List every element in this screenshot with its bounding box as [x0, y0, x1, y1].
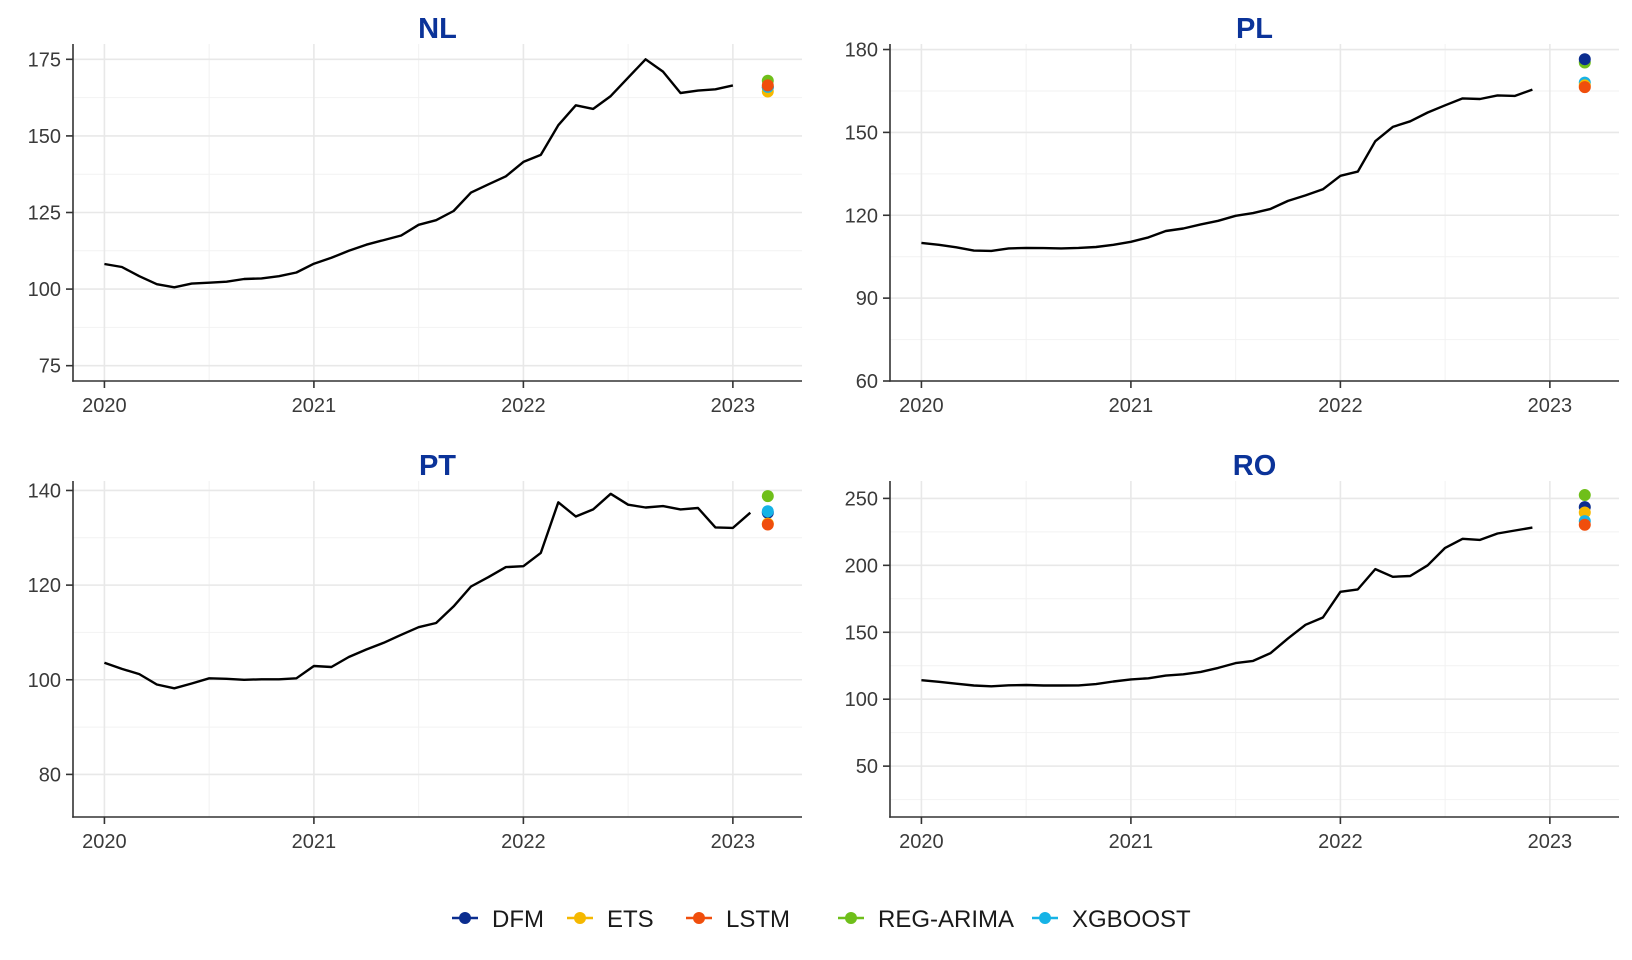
- observed-series-line: [104, 58, 734, 289]
- x-tick-label: 2021: [1109, 831, 1154, 853]
- y-tick-label: 100: [28, 279, 61, 301]
- forecast-point-reg-arima: [761, 490, 774, 503]
- legend-item-xgboost: XGBOOST: [1032, 906, 1191, 933]
- y-tick-label: 150: [28, 126, 61, 148]
- y-tick-label: 80: [39, 764, 61, 786]
- panel-nl: 75 100 125 150 175 2020 2021 2022 2023 NL: [28, 13, 802, 417]
- forecast-point-lstm: [1578, 518, 1591, 531]
- x-tick-label: 2020: [899, 831, 944, 853]
- forecast-point-lstm: [761, 79, 774, 92]
- y-tick-label: 120: [28, 575, 61, 597]
- legend-key-point: [845, 912, 857, 924]
- legend-label: XGBOOST: [1072, 906, 1191, 933]
- forecast-point-lstm: [1578, 81, 1591, 94]
- x-tick-label: 2023: [711, 831, 756, 853]
- y-tick-label: 140: [28, 480, 61, 502]
- major-gridlines: [890, 481, 1619, 817]
- panel-title: PT: [419, 450, 456, 482]
- x-tick-label: 2021: [292, 831, 337, 853]
- forecast-point-lstm: [761, 518, 774, 531]
- x-tick-label: 2023: [1528, 395, 1573, 417]
- y-tick-label: 60: [856, 371, 878, 393]
- y-tick-label: 100: [28, 670, 61, 692]
- observed-series-line: [103, 492, 752, 690]
- observed-series-line: [921, 88, 1533, 253]
- minor-gridlines: [73, 481, 802, 817]
- legend-key-point: [574, 912, 586, 924]
- minor-gridlines: [890, 44, 1619, 381]
- legend-key-point: [1039, 912, 1051, 924]
- y-tick-label: 90: [856, 288, 878, 310]
- x-tick-label: 2022: [1318, 395, 1363, 417]
- forecast-point-ets: [1578, 506, 1591, 519]
- y-tick-label: 200: [845, 555, 878, 577]
- legend-item-ets: ETS: [567, 906, 654, 933]
- x-tick-label: 2023: [1528, 831, 1573, 853]
- legend-label: REG-ARIMA: [878, 906, 1014, 933]
- legend-item-lstm: LSTM: [686, 906, 790, 933]
- panel-title: PL: [1236, 13, 1273, 45]
- x-tick-label: 2020: [82, 395, 127, 417]
- x-tick-label: 2020: [899, 395, 944, 417]
- x-tick-label: 2022: [501, 395, 546, 417]
- observed-series-line: [921, 526, 1533, 688]
- y-tick-label: 125: [28, 203, 61, 225]
- y-tick-label: 150: [845, 122, 878, 144]
- panel-title: NL: [418, 13, 457, 45]
- y-tick-label: 180: [845, 40, 878, 62]
- y-tick-label: 175: [28, 49, 61, 71]
- legend-item-reg-arima: REG-ARIMA: [838, 906, 1014, 933]
- x-tick-label: 2022: [1318, 831, 1363, 853]
- legend-key-point: [693, 912, 705, 924]
- legend-key-point: [459, 912, 471, 924]
- panel-pl: 60 90 120 150 180 2020 2021 2022 2023 PL: [845, 13, 1619, 417]
- x-tick-label: 2023: [711, 395, 756, 417]
- major-gridlines: [73, 44, 802, 381]
- legend-label: ETS: [607, 906, 654, 933]
- x-tick-label: 2020: [82, 831, 127, 853]
- panel-ro: 50 100 150 200 250 2020 2021 2022 2023 RO: [845, 450, 1619, 853]
- legend-item-dfm: DFM: [452, 906, 544, 933]
- forecast-point-xgboost: [761, 505, 774, 518]
- x-tick-label: 2022: [501, 831, 546, 853]
- legend-label: LSTM: [726, 906, 790, 933]
- major-gridlines: [73, 481, 802, 817]
- minor-gridlines: [73, 44, 802, 381]
- y-tick-label: 250: [845, 488, 878, 510]
- chart-panels: 75 100 125 150 175 2020 2021 2022 2023 NL 60 90 120 1…: [28, 13, 1619, 853]
- chart-legend: DFM ETS LSTM REG-ARIMA XGBOOST: [452, 906, 1191, 933]
- y-tick-label: 75: [39, 356, 61, 378]
- forecast-point-reg-arima: [1578, 489, 1591, 502]
- y-tick-label: 150: [845, 622, 878, 644]
- x-tick-label: 2021: [1109, 395, 1154, 417]
- legend-label: DFM: [492, 906, 544, 933]
- minor-gridlines: [890, 481, 1619, 817]
- y-tick-label: 50: [856, 756, 878, 778]
- y-tick-label: 100: [845, 689, 878, 711]
- x-tick-label: 2021: [292, 395, 337, 417]
- panel-title: RO: [1233, 450, 1277, 482]
- forecast-point-dfm: [1578, 53, 1591, 66]
- y-tick-label: 120: [845, 205, 878, 227]
- panel-pt: 80 100 120 140 2020 2021 2022 2023 PT: [28, 450, 802, 853]
